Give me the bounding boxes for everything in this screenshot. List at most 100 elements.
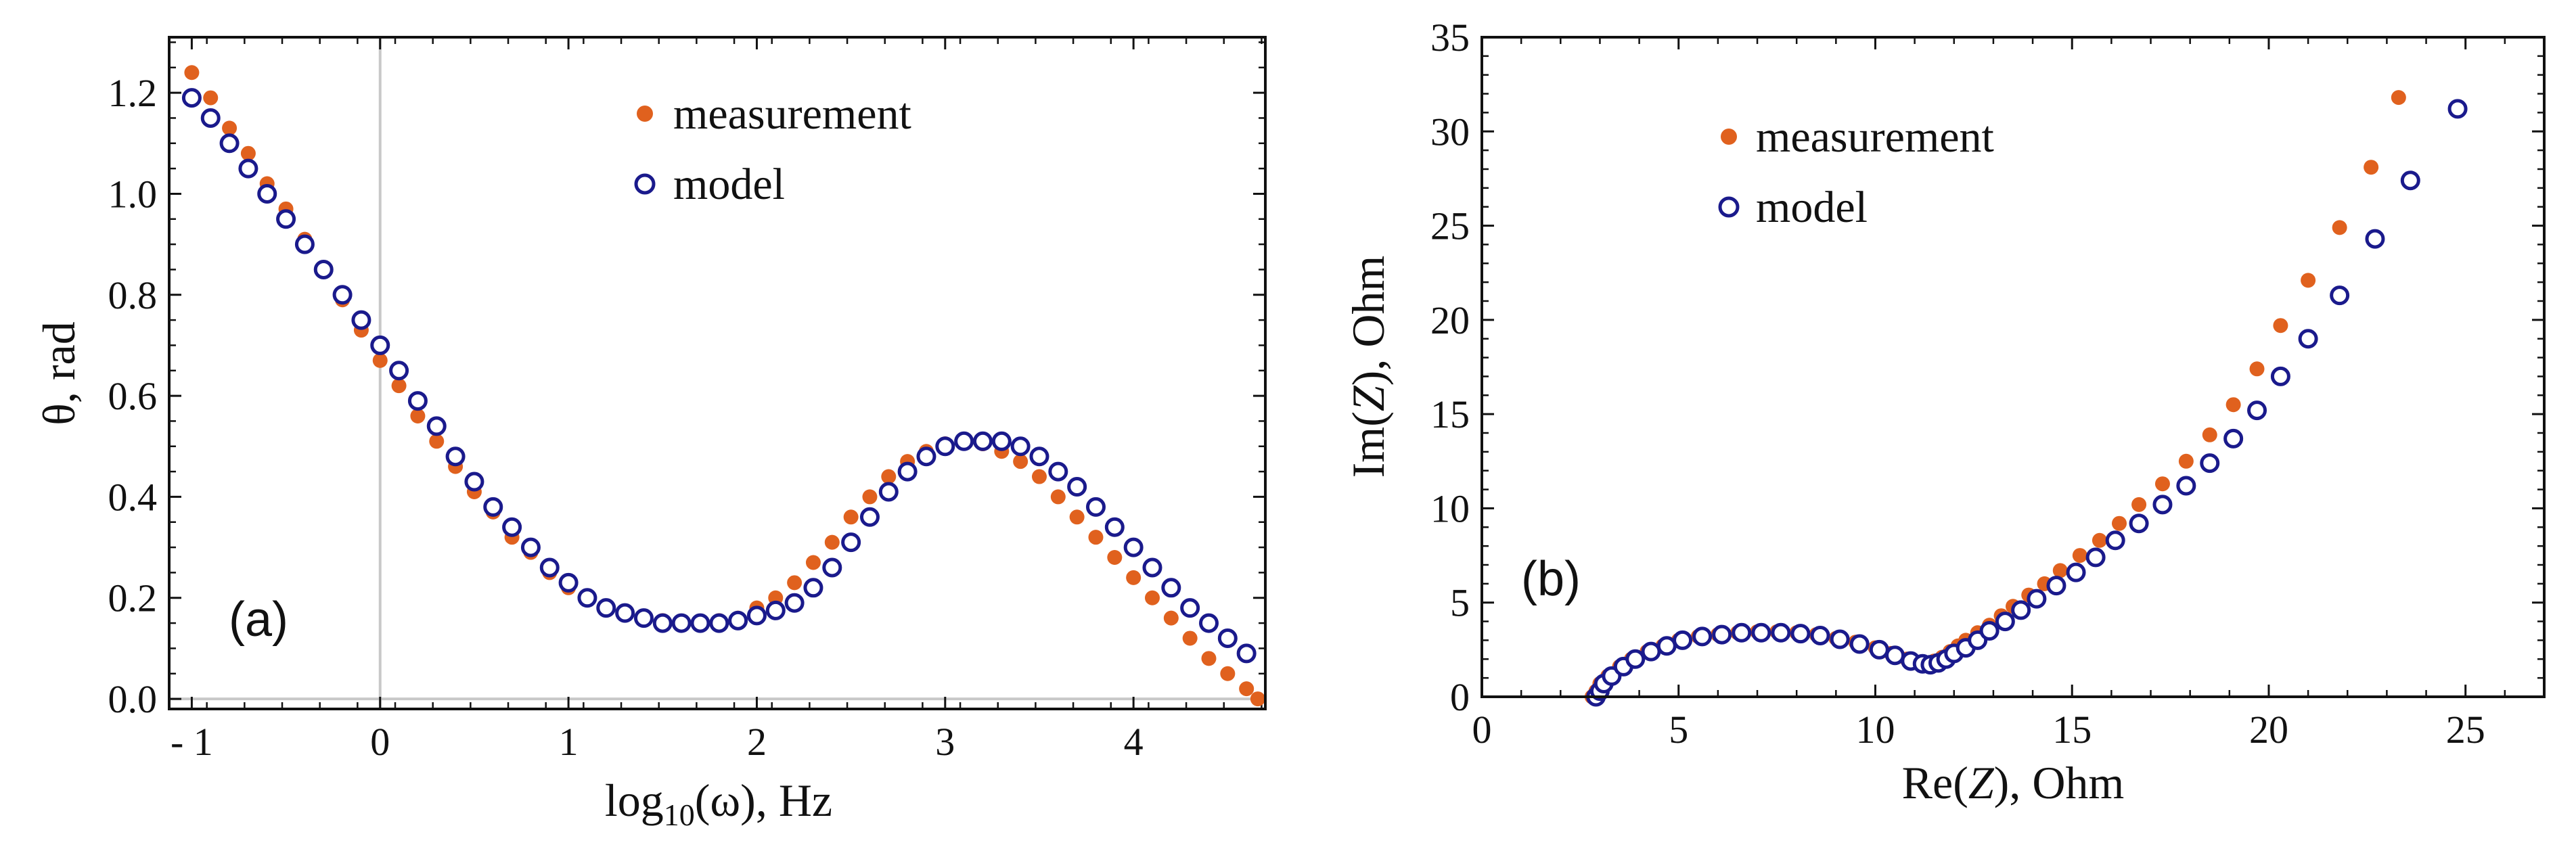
model-point (2447, 99, 2468, 119)
measurement-point (1107, 550, 1123, 566)
y-tick-label: 0.8 (108, 273, 158, 317)
panel-a-y-axis-label: θ, rad (33, 321, 85, 425)
y-tick-label: 0 (1450, 675, 1470, 719)
model-point (426, 416, 447, 436)
model-point (822, 557, 842, 578)
model-point (671, 613, 692, 633)
model-point (1885, 645, 1905, 666)
model-point (2105, 530, 2125, 551)
y-tick-label: 0.4 (108, 475, 158, 519)
panel-b-x-axis-label: Re(Z), Ohm (1902, 757, 2125, 808)
model-point (445, 446, 466, 467)
model-point (1123, 537, 1144, 557)
legend-measurement-label: measurement (673, 89, 911, 139)
measurement-point (2178, 453, 2194, 469)
model-point (1142, 557, 1162, 578)
model-point (2046, 576, 2066, 596)
x-tick-label: 20 (2249, 708, 2288, 752)
measurement-point (2301, 273, 2316, 288)
model-point (1751, 622, 1771, 643)
model-point (1656, 636, 1677, 656)
legend-model-label: model (673, 160, 785, 209)
model-point (803, 578, 823, 598)
model-point (972, 431, 993, 451)
model-point (1161, 578, 1181, 598)
model-point (539, 557, 560, 578)
y-tick-label: 15 (1430, 392, 1470, 436)
model-point (2066, 562, 2086, 582)
model-point (1790, 624, 1811, 644)
x-tick-label: 25 (2446, 708, 2485, 752)
x-tick-label: 3 (935, 720, 955, 764)
model-point (1641, 641, 1661, 662)
measurement-point (410, 408, 426, 423)
measurement-point (2391, 90, 2406, 106)
measurement-point (1163, 610, 1179, 626)
panel-a-x-axis-label: log10(ω), Hz (605, 775, 832, 832)
panel-b-markers (1584, 90, 2468, 707)
model-point (1810, 625, 1830, 645)
model-point (2011, 600, 2031, 620)
y-tick-label: 30 (1430, 110, 1470, 154)
model-point (690, 613, 710, 633)
panel-a-tag: (a) (229, 593, 288, 647)
panel-b-tick-labels: 0 5 10 15 20 25 0 5 10 15 20 25 30 35 (1430, 16, 2485, 752)
model-point (1180, 598, 1200, 618)
model-point (596, 598, 616, 618)
y-tick-label: 0.6 (108, 374, 158, 418)
measurement-point (2273, 318, 2288, 334)
x-tick-label: - 1 (171, 720, 213, 764)
measurement-point (1250, 691, 1265, 707)
measurement-point (1088, 530, 1104, 545)
panel-b-xlabel-pre: Re( (1902, 757, 1968, 808)
measurement-point (787, 575, 803, 591)
model-point (389, 361, 409, 381)
model-point (954, 431, 974, 451)
model-point (991, 431, 1012, 451)
model-point (1673, 630, 1693, 650)
model-point (1236, 643, 1257, 664)
measurement-point (2249, 361, 2265, 377)
panel-b-xlabel-post: ), Ohm (1994, 757, 2125, 808)
model-point (1029, 446, 1049, 467)
measurement-point (1220, 666, 1236, 681)
model-point (464, 472, 484, 492)
model-point (370, 335, 390, 355)
y-tick-label: 20 (1430, 298, 1470, 342)
model-point (859, 507, 880, 527)
model-point (1995, 612, 2015, 632)
model-point (2027, 589, 2047, 609)
model-point (728, 610, 748, 630)
model-point (2400, 170, 2420, 191)
x-tick-label: 2 (747, 720, 767, 764)
model-point (1217, 628, 1238, 648)
y-tick-label: 1.2 (108, 71, 158, 115)
model-point (1198, 613, 1219, 633)
measurement-point (2072, 548, 2087, 564)
panel-b-ylabel-var: Z (1342, 385, 1394, 411)
measurement-point (862, 489, 878, 505)
panel-a-theta-vs-frequency: - 1 0 1 2 3 4 0.0 0.2 0.4 0.6 0.8 1.0 1.2 log10(ω), … (33, 36, 1267, 832)
model-point (1771, 622, 1791, 643)
measurement-point (2112, 515, 2127, 531)
model-point (935, 436, 955, 457)
measurement-point (2364, 160, 2379, 175)
measurement-point (1182, 630, 1198, 646)
model-point (181, 88, 202, 108)
model-point (1692, 626, 1713, 647)
panel-a-xlabel-subscript: 10 (664, 798, 695, 832)
model-point (1732, 622, 1752, 643)
model-point (502, 517, 522, 537)
measurement-point (1031, 469, 1047, 484)
measurement-point (1069, 509, 1085, 525)
measurement-point (2332, 220, 2347, 235)
model-point (765, 600, 786, 620)
measurement-point (1239, 681, 1255, 697)
panel-b-y-axis-label: Im(Z), Ohm (1342, 256, 1394, 478)
legend-model-marker (1718, 196, 1740, 218)
measurement-point (805, 555, 821, 570)
panel-b-ylabel-pre: Im( (1342, 411, 1394, 478)
model-point (276, 209, 296, 229)
model-point (746, 605, 767, 626)
model-point (2330, 285, 2350, 306)
